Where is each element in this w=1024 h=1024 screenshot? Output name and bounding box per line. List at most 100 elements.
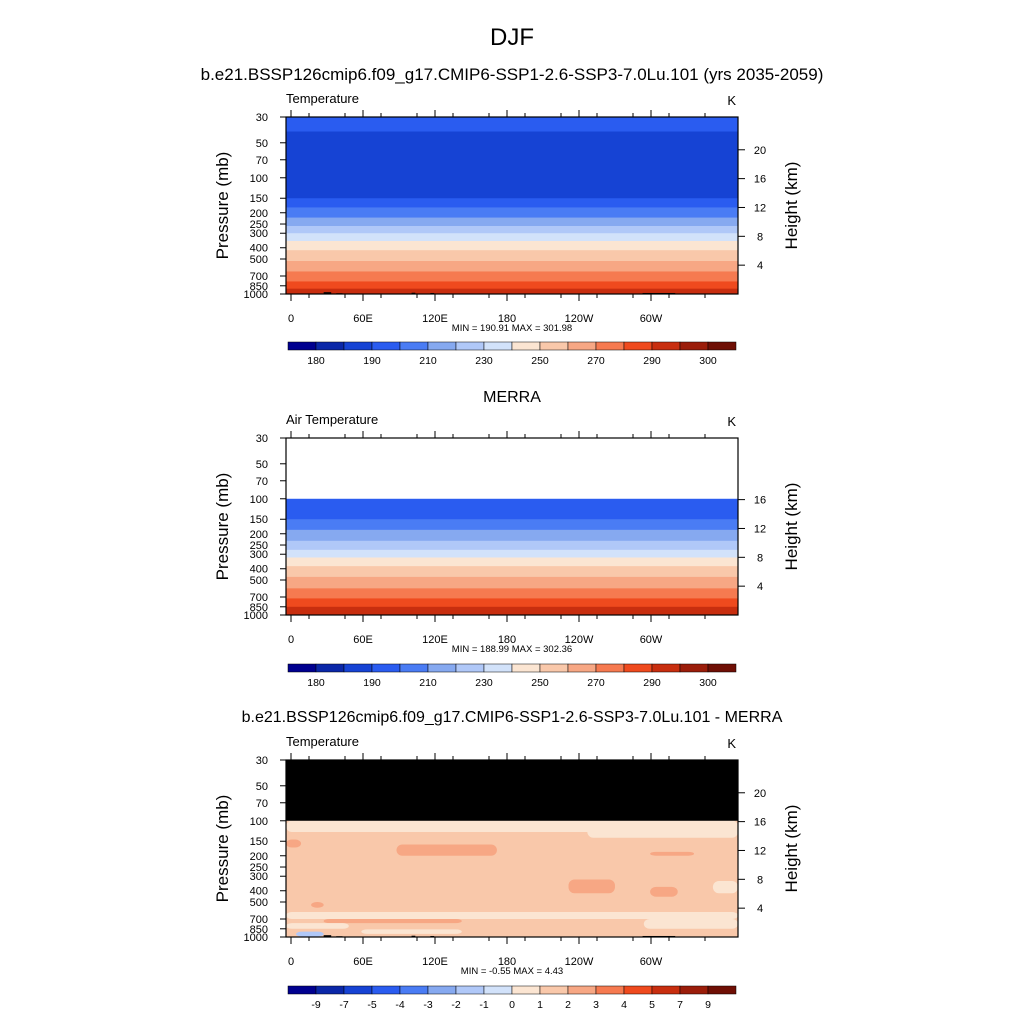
x-tick-label: 120W <box>565 634 594 646</box>
contour-band <box>286 606 738 616</box>
colorbar-box <box>595 341 625 351</box>
p-tick-label: 500 <box>250 254 268 266</box>
p-tick-label: 300 <box>250 228 268 240</box>
contour-patch <box>650 851 695 856</box>
p-tick-label: 500 <box>250 897 268 909</box>
colorbar-label: 290 <box>643 677 661 689</box>
colorbar-box <box>511 663 541 673</box>
x-tick-label: 180 <box>498 956 516 968</box>
colorbar-box <box>539 663 569 673</box>
colorbar-box <box>287 985 317 995</box>
colorbar-box <box>595 663 625 673</box>
colorbar-box <box>455 341 485 351</box>
colorbar-label: 180 <box>307 677 325 689</box>
x-tick-label: 120E <box>422 634 448 646</box>
colorbar-label: -7 <box>339 999 348 1011</box>
colorbar-box <box>427 985 457 995</box>
colorbar-label: 2 <box>565 999 571 1011</box>
p-tick-label: 70 <box>256 476 268 488</box>
colorbar-label: 210 <box>419 677 437 689</box>
contour-patch <box>323 918 462 924</box>
colorbar-box <box>567 985 597 995</box>
height-tick-label: 16 <box>754 174 766 186</box>
colorbar-box <box>539 341 569 351</box>
colorbar-label: 250 <box>531 677 549 689</box>
x-tick-label: 0 <box>288 956 294 968</box>
colorbar-label: -9 <box>311 999 320 1011</box>
contour-patch <box>296 931 324 937</box>
colorbar-label: -2 <box>451 999 460 1011</box>
colorbar-label: 300 <box>699 355 717 367</box>
colorbar-label: 230 <box>475 677 493 689</box>
contour-band <box>286 281 738 290</box>
x-tick-label: 0 <box>288 634 294 646</box>
p-tick-label: 200 <box>250 851 268 863</box>
height-tick-label: 12 <box>754 845 766 857</box>
colorbar-box <box>399 985 429 995</box>
colorbar-box <box>623 663 653 673</box>
panels: Temperature K0 60E 120E 180 120W 60W3050701001… <box>213 91 801 1011</box>
colorbar-box <box>371 985 401 995</box>
colorbar-label: 300 <box>699 677 717 689</box>
p-tick-label: 300 <box>250 871 268 883</box>
colorbar-box <box>511 985 541 995</box>
contour-patch <box>568 879 615 894</box>
terrain-block <box>411 935 416 937</box>
contour-band <box>286 260 738 272</box>
x-tick-label: 180 <box>498 313 516 325</box>
colorbar-box <box>427 341 457 351</box>
contour-band <box>286 576 738 589</box>
colorbar-box <box>483 663 513 673</box>
contour-band <box>286 207 738 219</box>
contour-band <box>286 519 738 531</box>
colorbar-box <box>679 341 709 351</box>
x-tick-label: 60E <box>353 634 373 646</box>
p-tick-label: 400 <box>250 564 268 576</box>
colorbar-box <box>679 985 709 995</box>
y-axis-label-left: Pressure (mb) <box>213 795 232 903</box>
colorbar-label: 180 <box>307 355 325 367</box>
x-tick-label: 60W <box>640 313 663 325</box>
x-tick-label: 120E <box>422 313 448 325</box>
p-tick-label: 700 <box>250 271 268 283</box>
contour-band <box>286 557 738 567</box>
masked-region <box>286 760 738 821</box>
panel-1: Temperature K 0 60E 120E 180 120W 60W 30 50 70 100 1… <box>213 91 801 367</box>
height-tick-label: 12 <box>754 202 766 214</box>
contour-patch <box>286 923 349 929</box>
colorbar-box <box>483 341 513 351</box>
contour-patch <box>286 912 738 919</box>
x-tick-label: 60E <box>353 956 373 968</box>
p-tick-label: 50 <box>256 781 268 793</box>
y-axis-label-left: Pressure (mb) <box>213 152 232 260</box>
p-tick-label: 50 <box>256 459 268 471</box>
colorbar-box <box>707 663 737 673</box>
panel-2: MERRA Air Temperature K 0 60E 120E 180 120W 60W 3… <box>213 389 801 689</box>
variable-label: Air Temperature <box>286 412 378 427</box>
contour-band <box>286 540 738 551</box>
contour-band <box>286 529 738 542</box>
height-tick-label: 4 <box>757 581 763 593</box>
colorbar-label: 270 <box>587 355 605 367</box>
min-max-text: MIN = -0.55 MAX = 4.43 <box>461 966 563 977</box>
colorbar-box <box>651 663 681 673</box>
contour-patch <box>361 820 425 830</box>
colorbar-box <box>707 341 737 351</box>
height-tick-label: 12 <box>754 523 766 535</box>
colorbar-box <box>371 341 401 351</box>
contour-patch <box>286 839 302 848</box>
units-label: K <box>727 736 736 751</box>
colorbar-box <box>427 663 457 673</box>
y-axis-label-left: Pressure (mb) <box>213 473 232 581</box>
p-tick-label: 30 <box>256 755 268 767</box>
y-axis-label-right: Height (km) <box>782 162 801 250</box>
p-tick-label: 500 <box>250 575 268 587</box>
panel-3: b.e21.BSSP126cmip6.f09_g17.CMIP6-SSP1-2.… <box>213 709 801 1011</box>
p-tick-label: 400 <box>250 243 268 255</box>
plot-frame <box>285 437 739 616</box>
contour-patch <box>643 918 738 929</box>
contour-band <box>286 271 738 282</box>
colorbar-box <box>595 985 625 995</box>
p-tick-label: 150 <box>250 836 268 848</box>
height-tick-label: 8 <box>757 552 763 564</box>
